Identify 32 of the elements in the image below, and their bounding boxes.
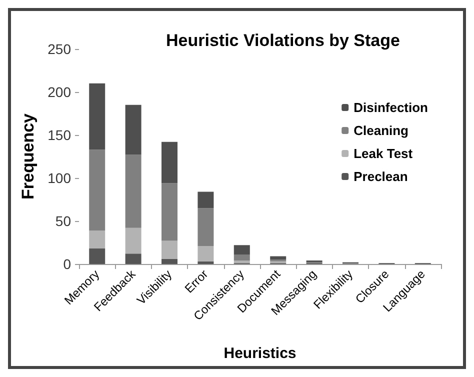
- y-tick-label: 150: [48, 127, 72, 143]
- x-axis-title: Heuristics: [224, 345, 296, 362]
- chart-title: Heuristic Violations by Stage: [166, 31, 400, 50]
- y-tick-label: 0: [63, 256, 72, 272]
- bar: [125, 104, 142, 155]
- bar: [198, 208, 214, 246]
- bar: [234, 254, 250, 261]
- legend-label: Cleaning: [354, 123, 409, 138]
- y-tick-label: 100: [48, 170, 72, 186]
- bar: [162, 258, 178, 264]
- bar: [162, 183, 178, 241]
- bar: [125, 254, 142, 264]
- y-tick-label: 200: [48, 84, 72, 100]
- bar: [89, 83, 106, 150]
- bar: [125, 154, 142, 228]
- bar: [198, 192, 214, 208]
- y-axis-title: Frequency: [18, 112, 38, 200]
- legend-label: Preclean: [354, 169, 408, 184]
- bar: [234, 260, 250, 264]
- legend-label: Leak Test: [354, 146, 414, 161]
- bar: [162, 142, 178, 184]
- bar: [234, 245, 250, 255]
- bar: [89, 248, 106, 264]
- bar: [162, 240, 178, 259]
- legend-label: Disinfection: [354, 100, 428, 115]
- y-tick-label: 250: [48, 41, 72, 57]
- bar: [198, 261, 214, 264]
- y-tick-label: 50: [55, 213, 72, 229]
- bar: [89, 230, 106, 249]
- bar: [198, 246, 214, 262]
- bar: [125, 228, 142, 254]
- bar: [89, 150, 106, 230]
